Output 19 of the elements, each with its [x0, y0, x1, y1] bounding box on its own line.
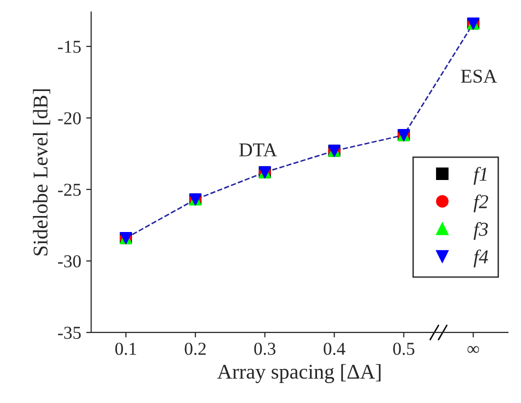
- x-tick-label: ∞: [467, 346, 479, 353]
- y-tick-label: -35: [58, 326, 81, 339]
- annotation: ESA: [460, 70, 498, 83]
- y-tick-label: -15: [58, 40, 81, 53]
- y-tick-label: -25: [58, 184, 81, 196]
- y-tick-label: -20: [58, 112, 81, 124]
- y-axis-title: Sidelobe Level [dB]: [32, 89, 50, 256]
- legend-label: f3: [474, 222, 488, 240]
- x-tick-label: 0.5: [393, 342, 414, 355]
- legend-label: f4: [474, 250, 488, 268]
- x-axis-title: Array spacing [ΔA]: [217, 364, 381, 384]
- x-tick-label: 0.4: [324, 342, 346, 355]
- annotation: DTA: [239, 143, 277, 156]
- legend-label: f1: [474, 166, 486, 185]
- legend-label: f2: [474, 194, 488, 212]
- x-tick-label: 0.1: [115, 342, 136, 355]
- y-tick-label: -30: [58, 255, 81, 268]
- x-tick-label: 0.3: [254, 342, 276, 355]
- x-tick-label: 0.2: [184, 342, 206, 355]
